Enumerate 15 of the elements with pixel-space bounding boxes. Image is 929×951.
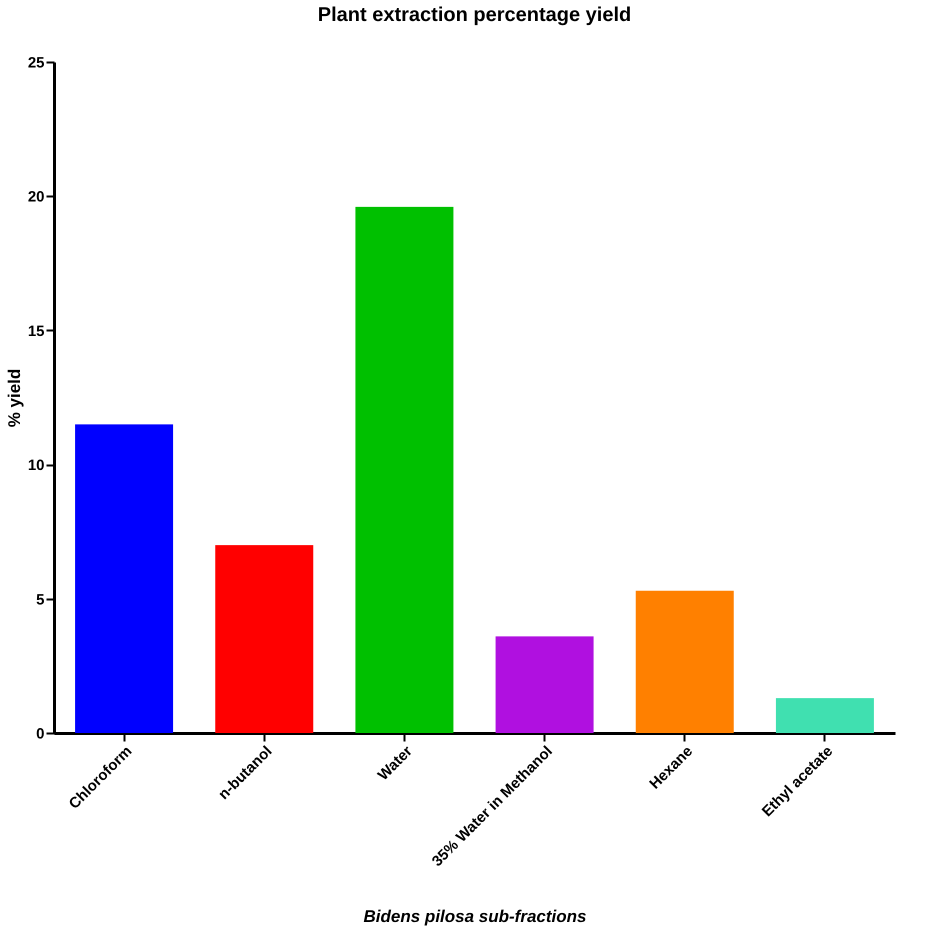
y-tick-label: 20 bbox=[28, 188, 44, 206]
bar bbox=[636, 590, 734, 733]
x-axis-title: Bidens pilosa sub-fractions bbox=[364, 907, 586, 926]
y-tick-label: 25 bbox=[28, 54, 44, 72]
y-axis-title: % yield bbox=[4, 368, 24, 428]
y-tick-label: 15 bbox=[28, 322, 44, 340]
bar bbox=[355, 206, 454, 733]
bar bbox=[215, 545, 314, 733]
bar bbox=[496, 636, 594, 733]
y-tick-label: 0 bbox=[36, 726, 44, 742]
bar bbox=[776, 698, 874, 733]
y-tick-label: 5 bbox=[36, 591, 44, 608]
y-tick-label: 10 bbox=[28, 457, 44, 474]
bar bbox=[75, 424, 174, 733]
chart-title: Plant extraction percentage yield bbox=[318, 4, 632, 26]
